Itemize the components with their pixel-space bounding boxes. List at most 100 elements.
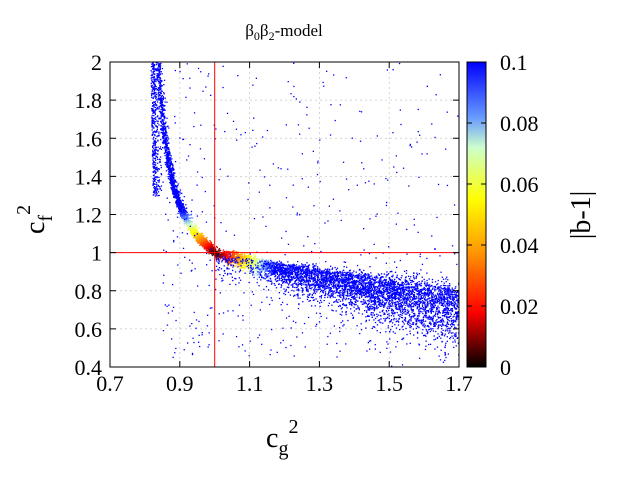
scatter-point <box>168 175 170 177</box>
scatter-point <box>342 269 344 272</box>
scatter-point <box>400 302 402 304</box>
scatter-point <box>386 287 388 289</box>
scatter-point <box>345 299 347 301</box>
scatter-point <box>357 283 360 285</box>
scatter-point <box>402 295 404 297</box>
scatter-point <box>188 220 190 222</box>
scatter-point <box>415 327 418 329</box>
scatter-point <box>438 292 441 294</box>
scatter-point <box>165 154 168 156</box>
scatter-point <box>185 207 187 210</box>
scatter-point <box>152 142 154 144</box>
scatter-point <box>346 288 348 291</box>
scatter-point <box>189 217 191 219</box>
scatter-point <box>437 298 439 300</box>
scatter-point <box>206 236 208 239</box>
scatter-point <box>156 156 158 158</box>
scatter-point <box>355 286 357 288</box>
scatter-point <box>383 295 385 297</box>
scatter-point <box>367 309 369 311</box>
scatter-point <box>330 282 332 284</box>
scatter-point <box>298 289 300 291</box>
scatter-point <box>345 272 347 274</box>
scatter-point <box>417 325 419 328</box>
scatter-point <box>152 63 154 65</box>
scatter-point <box>176 198 178 200</box>
scatter-point <box>432 302 435 304</box>
scatter-point <box>162 137 164 139</box>
scatter-point <box>429 318 431 320</box>
scatter-point <box>407 321 409 323</box>
scatter-point <box>203 235 205 237</box>
scatter-point <box>342 291 344 293</box>
scatter-point <box>312 292 315 294</box>
scatter-point <box>179 202 182 205</box>
scatter-point <box>153 120 155 122</box>
scatter-point <box>386 317 388 319</box>
scatter-point <box>152 131 154 133</box>
scatter-point <box>156 75 158 77</box>
scatter-point <box>160 189 163 191</box>
scatter-point <box>153 78 155 80</box>
scatter-point <box>279 267 281 269</box>
scatter-point <box>160 109 162 111</box>
scatter-point <box>449 298 452 300</box>
scatter-point <box>346 281 348 284</box>
scatter-point <box>285 279 287 281</box>
scatter-point <box>411 293 414 295</box>
scatter-point <box>181 217 183 219</box>
scatter-point <box>158 135 160 137</box>
scatter-point <box>165 148 167 150</box>
scatter-point <box>156 78 158 81</box>
scatter-point <box>452 291 454 293</box>
scatter-point <box>181 211 183 213</box>
scatter-point <box>428 284 430 286</box>
scatter-point <box>151 74 153 76</box>
scatter-point <box>365 306 367 308</box>
scatter-point <box>442 295 444 297</box>
scatter-point <box>156 187 158 189</box>
scatter-point <box>183 207 185 209</box>
scatter-point <box>385 289 387 291</box>
scatter-point <box>424 334 426 336</box>
scatter-point <box>163 112 165 114</box>
scatter-point <box>188 227 190 230</box>
scatter-point <box>353 286 355 288</box>
scatter-point <box>152 64 154 67</box>
scatter-point <box>157 195 159 197</box>
scatter-point <box>187 225 190 227</box>
scatter-point <box>152 174 155 177</box>
scatter-point <box>377 286 379 288</box>
scatter-point <box>412 294 414 296</box>
scatter-point <box>183 216 185 218</box>
scatter-point <box>345 284 348 286</box>
scatter-point <box>156 188 158 191</box>
scatter-point <box>401 314 403 316</box>
scatter-point <box>212 244 214 246</box>
scatter-point <box>453 320 455 322</box>
scatter-point <box>386 293 388 295</box>
scatter-point <box>342 290 344 292</box>
scatter-point <box>152 160 155 162</box>
scatter-point <box>160 185 163 187</box>
scatter-point <box>205 238 208 240</box>
scatter-point <box>265 266 267 269</box>
scatter-point <box>153 69 155 71</box>
scatter-point <box>417 284 419 286</box>
scatter-point <box>352 274 354 277</box>
scatter-point <box>178 208 180 210</box>
scatter-point <box>427 290 430 292</box>
scatter-point <box>451 308 453 310</box>
scatter-point <box>354 298 356 300</box>
scatter-point <box>155 99 158 101</box>
scatter-point <box>297 289 299 291</box>
scatter-point <box>164 126 167 129</box>
scatter-point <box>370 286 373 289</box>
scatter-point <box>308 294 310 296</box>
scatter-point <box>190 220 192 222</box>
scatter-point <box>368 299 370 301</box>
scatter-point <box>159 77 161 79</box>
scatter-point <box>156 176 158 178</box>
scatter-point <box>328 273 330 275</box>
scatter-point <box>182 204 185 206</box>
